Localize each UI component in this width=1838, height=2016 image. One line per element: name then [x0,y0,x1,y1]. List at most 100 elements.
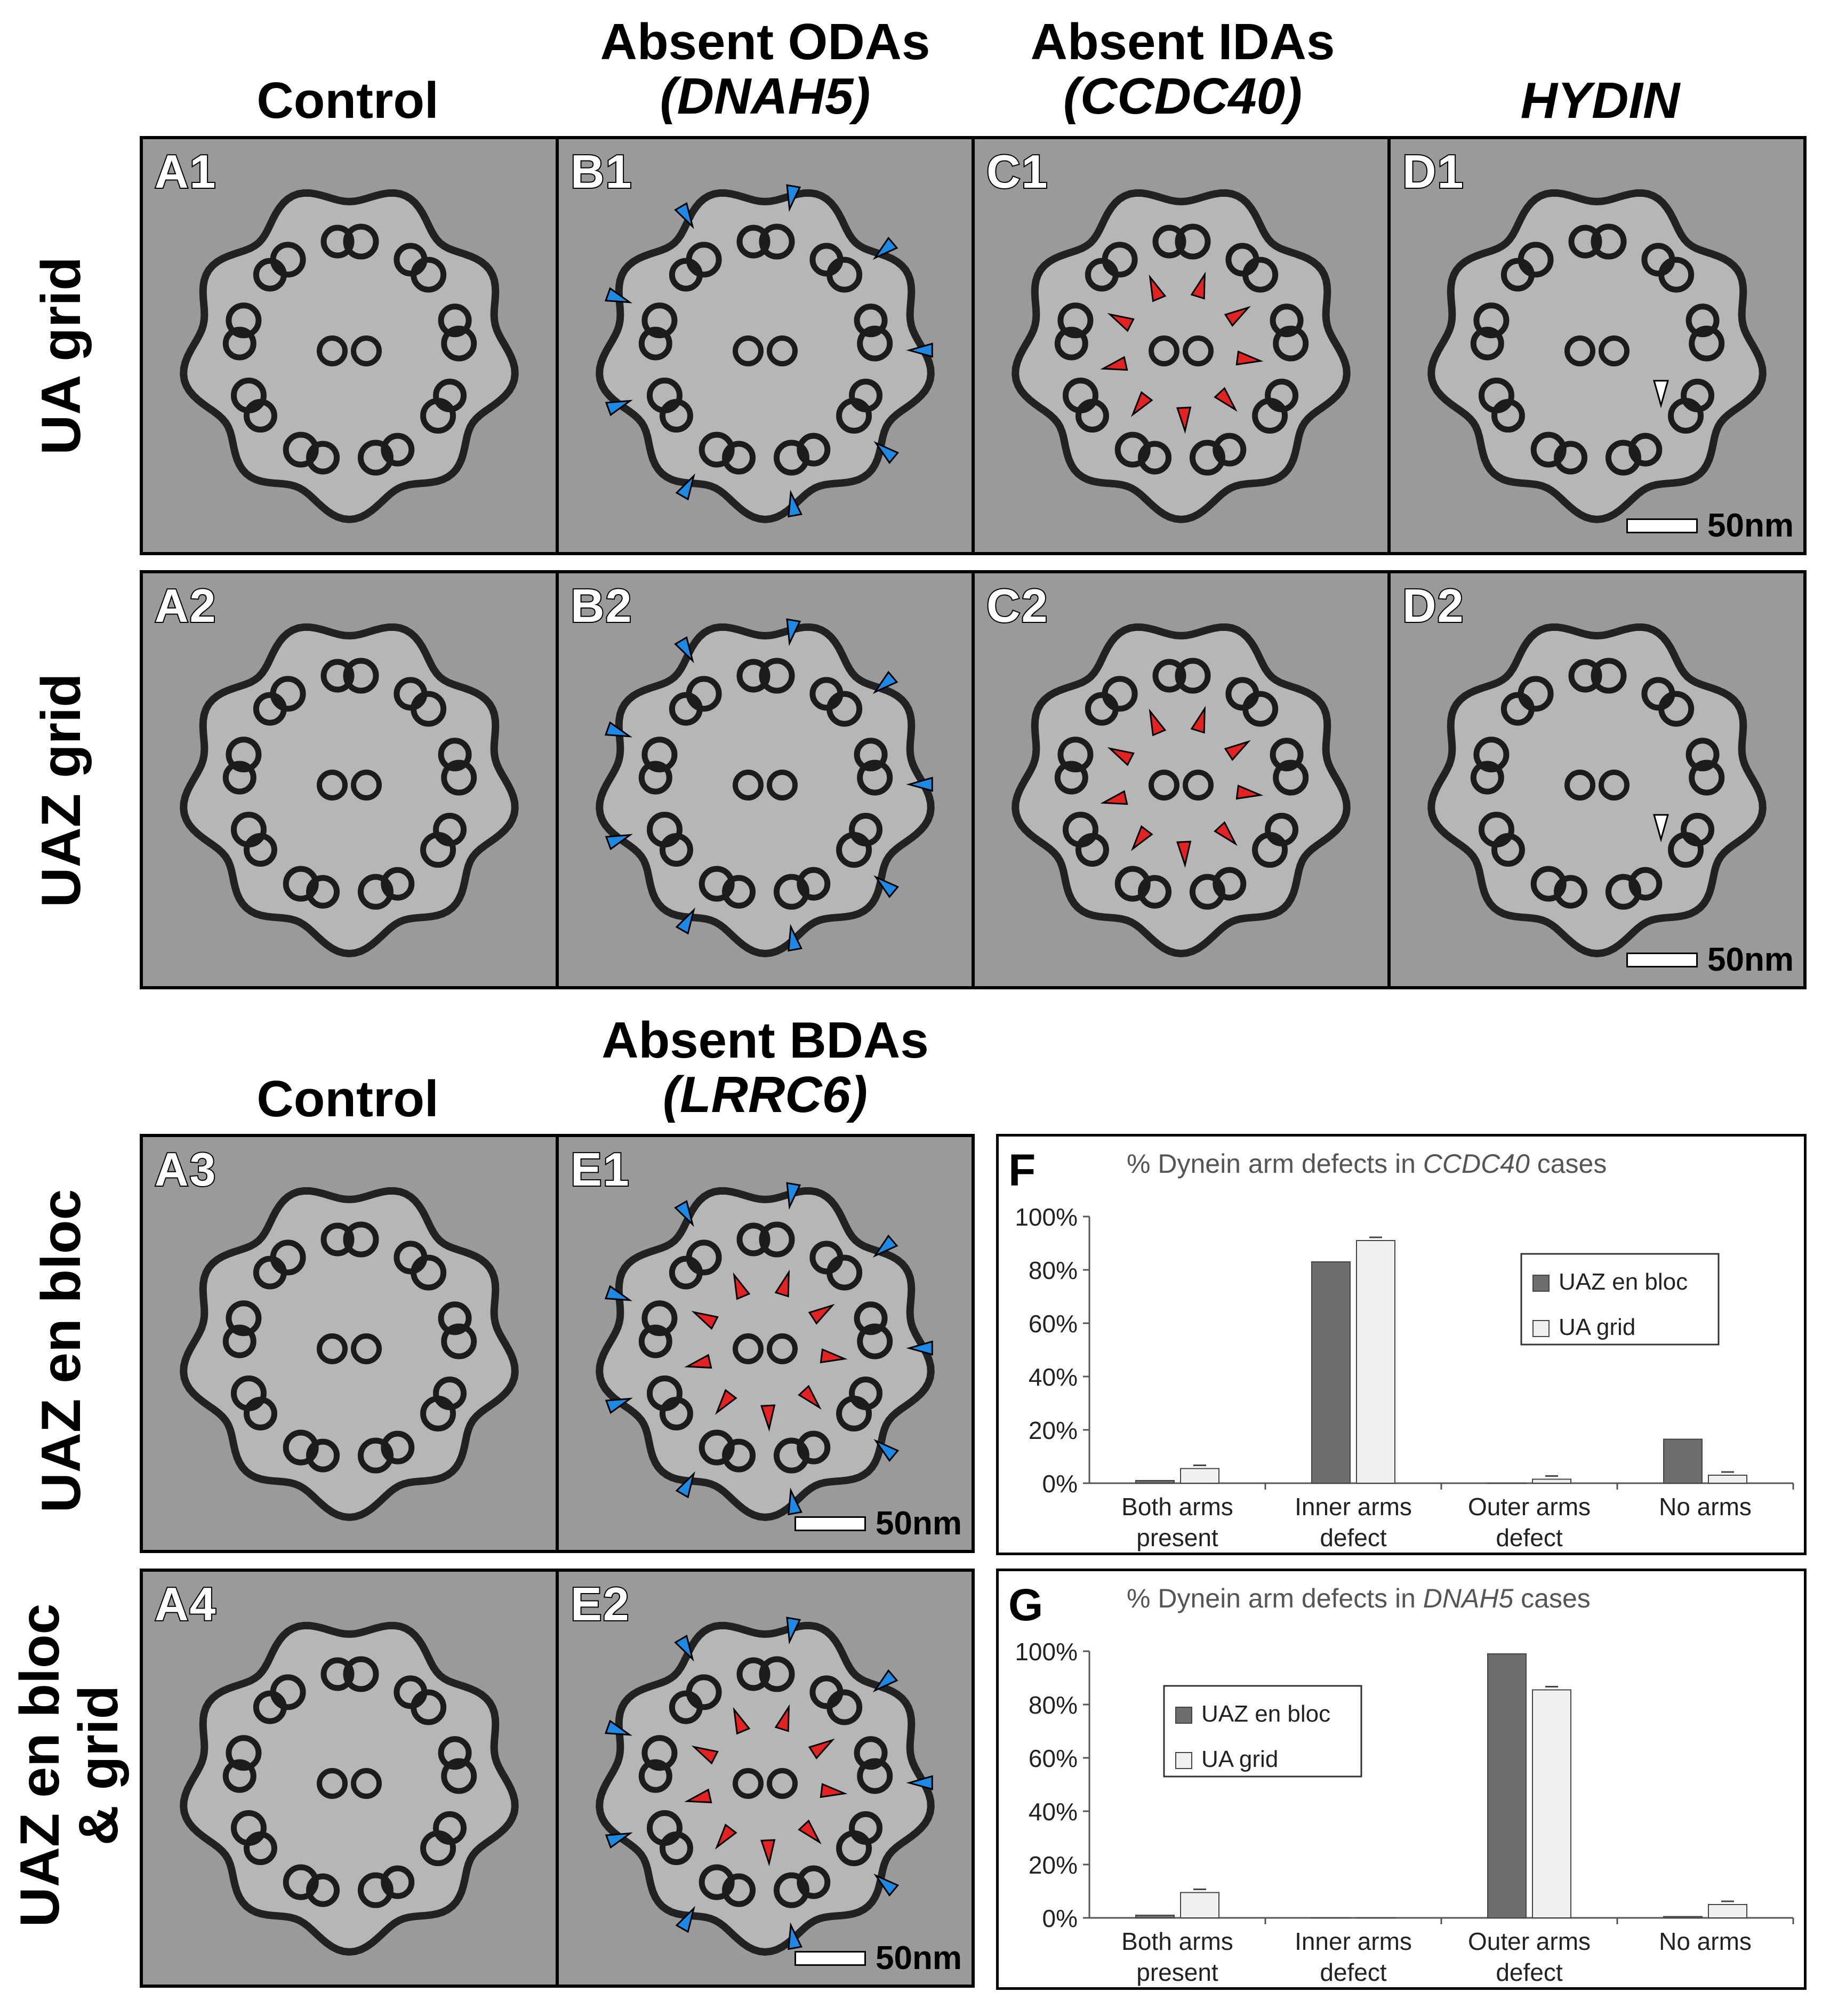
x-tick-label: defect [1496,1958,1563,1986]
x-tick-label: defect [1320,1958,1387,1986]
row-label-uaz-en-bloc: UAZ en bloc [30,1189,92,1513]
doublet-b-tubule [1689,759,1725,796]
doublet-b-tubule [441,1323,477,1359]
bar-ua-grid [1356,1240,1395,1484]
doublet-b-tubule [646,811,683,847]
doublet-b-tubule [641,302,678,339]
x-tick-label: present [1136,1524,1218,1551]
blue-arrowhead [788,1487,802,1516]
doublet-b-tubule [836,832,872,868]
micrograph-b2: B2 [556,570,975,989]
doublet-b-tubule [270,676,306,712]
doublet-b-tubule [1530,866,1567,902]
doublet-b-tubule [1591,658,1627,694]
doublet-b-tubule [420,832,456,868]
doublet-b-tubule [1658,691,1695,727]
y-tick-label: 0% [1042,1470,1078,1498]
doublet-b-tubule [836,1830,872,1867]
chart-title-prefix: % Dynein arm defects in [1127,1583,1423,1613]
axoneme-image-d1 [1391,139,1803,552]
doublet-b-tubule [686,1674,722,1710]
chart-title-suffix: cases [1513,1583,1591,1613]
doublet-a-tubule [1152,225,1186,259]
panel-label-b2: B2 [569,578,633,633]
doublet-b-tubule [836,398,872,434]
doublet-b-tubule [1591,223,1627,260]
ciliary-membrane [1427,623,1767,958]
blue-arrowhead [674,202,694,229]
doublet-a-tubule [638,326,672,361]
doublet-b-tubule [699,866,735,902]
blue-arrowhead [788,1922,802,1950]
scale-bar-label: 50nm [876,1505,962,1542]
blue-arrowhead [605,834,633,851]
scale-bar-d2: 50nm [1626,941,1794,979]
central-pair-tubule [733,335,764,366]
axoneme-image-c2 [975,573,1387,986]
doublet-a-tubule [1685,738,1720,772]
red-arrowhead [820,1348,848,1364]
central-pair-tubule [1149,335,1179,366]
red-arrowhead [1190,706,1206,734]
doublet-a-tubule [797,867,831,901]
doublet-b-tubule [1473,737,1510,773]
doublet-a-tubule [320,225,355,259]
bar-ua-grid [1708,1475,1747,1484]
axoneme-image-e1 [559,1137,972,1550]
bar-uaz-en-bloc [1135,1915,1175,1918]
x-tick-label: Both arms [1121,1927,1233,1955]
chart-panel-label: F [1008,1145,1036,1195]
doublet-b-tubule [1658,257,1695,293]
doublet-a-tubule [854,738,888,772]
blue-arrowhead [786,184,801,212]
doublet-a-tubule [736,1222,770,1257]
red-arrowhead [1190,271,1206,300]
doublet-b-tubule [857,325,893,362]
doublet-a-tubule [1628,867,1663,901]
doublet-b-tubule [641,1300,678,1337]
y-tick-label: 100% [1015,1203,1078,1231]
micrograph-c2: C2 [972,570,1391,989]
blue-arrowhead [674,1634,694,1662]
bar-ua-grid [1708,1904,1747,1918]
doublet-b-tubule [1273,325,1309,362]
red-arrowhead [1224,306,1251,327]
doublet-b-tubule [686,676,722,712]
panel-label-d2: D2 [1401,578,1465,633]
doublet-b-tubule [1102,242,1138,278]
doublet-a-tubule [1152,659,1186,693]
x-tick-label: Inner arms [1295,1493,1412,1521]
bar-uaz-en-bloc [1311,1261,1351,1484]
red-arrowhead [760,1404,776,1432]
doublet-a-tubule [1270,738,1304,772]
blue-arrowhead [873,1874,900,1897]
header-control-top: Control [140,74,556,128]
doublet-b-tubule [411,1689,447,1725]
doublet-b-tubule [343,658,379,694]
doublet-b-tubule [357,1437,394,1474]
header-control-text: Control [256,72,439,129]
blue-arrowhead [786,1617,801,1645]
doublet-b-tubule [420,1830,456,1867]
header-control-bottom-text: Control [256,1070,439,1127]
doublet-b-tubule [283,1864,319,1900]
bar-uaz-en-bloc [1487,1483,1527,1484]
chart-title: % Dynein arm defects in DNAH5 cases [1127,1583,1591,1613]
central-pair-tubule [351,335,382,366]
red-arrowhead [691,1745,719,1765]
panel-label-a3: A3 [154,1142,217,1197]
doublet-b-tubule [343,1656,379,1692]
doublet-b-tubule [230,811,267,847]
blue-arrowhead [605,1397,633,1414]
red-arrowhead [1214,387,1238,412]
row4-line1: UAZ en bloc [9,1603,71,1927]
doublet-b-tubule [1668,832,1704,868]
blue-arrowhead [604,287,633,303]
red-arrowhead [684,1354,712,1369]
doublet-a-tubule [722,1873,756,1907]
doublet-b-tubule [1114,431,1151,468]
doublet-b-tubule [1175,658,1211,694]
header-b-gene: (DNAH5) [660,68,871,125]
blue-arrowhead [604,721,633,738]
y-tick-label: 60% [1029,1745,1078,1772]
